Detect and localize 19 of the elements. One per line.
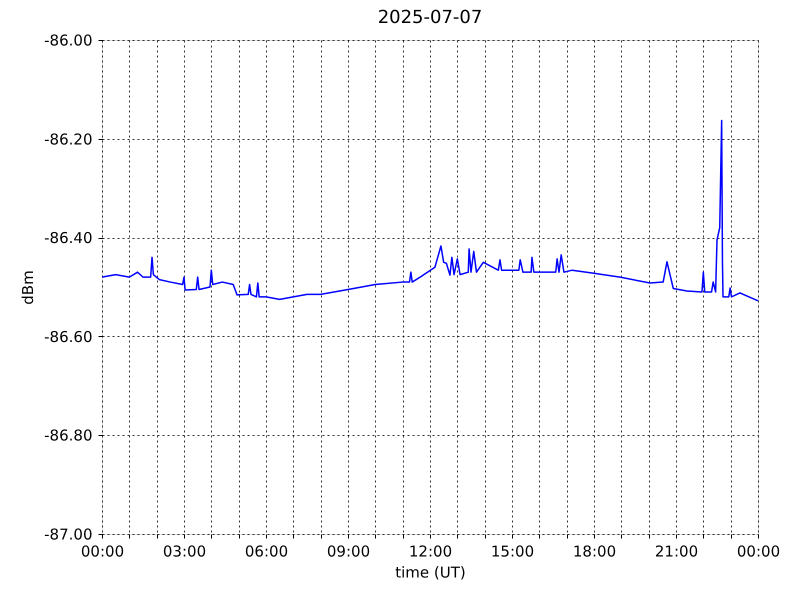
y-tick-label: -87.00 xyxy=(44,526,92,544)
x-tick-label: 12:00 xyxy=(408,542,452,560)
y-tick-label: -86.80 xyxy=(44,426,92,445)
chart-title: 2025-07-07 xyxy=(378,7,482,28)
x-tick-label: 15:00 xyxy=(490,542,534,560)
y-tick-label: -86.40 xyxy=(44,229,92,248)
x-tick-label: 00:00 xyxy=(736,542,780,560)
x-tick-label: 21:00 xyxy=(654,542,698,560)
y-tick-label: -86.60 xyxy=(44,328,92,346)
y-tick-label: -86.20 xyxy=(44,130,92,148)
line-series xyxy=(101,120,759,302)
x-tick-label: 03:00 xyxy=(162,542,206,560)
x-tick-label: 00:00 xyxy=(80,542,124,560)
x-axis-title: time (UT) xyxy=(395,564,466,582)
y-tick-label: -86.00 xyxy=(44,32,92,50)
x-tick-label: 18:00 xyxy=(572,542,616,560)
x-tick-label: 06:00 xyxy=(244,542,288,560)
x-tick-label: 09:00 xyxy=(326,542,370,560)
y-axis-title: dBm xyxy=(19,270,38,305)
